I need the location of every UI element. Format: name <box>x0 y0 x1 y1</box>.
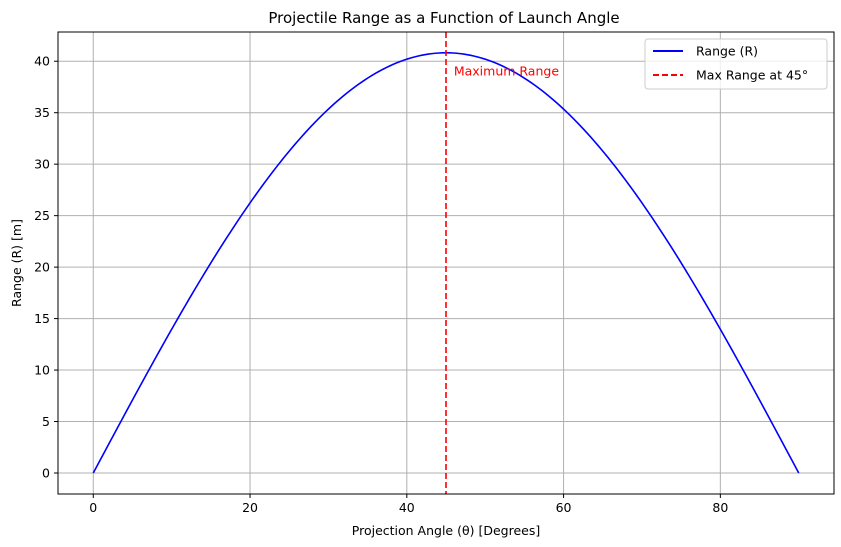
legend: Range (R) Max Range at 45° <box>644 38 828 90</box>
chart-title: Projectile Range as a Function of Launch… <box>268 9 619 27</box>
y-tick-label: 40 <box>34 54 50 69</box>
legend-label-max-range: Max Range at 45° <box>696 68 808 83</box>
x-tick-label: 60 <box>556 500 572 515</box>
legend-box <box>644 38 828 90</box>
x-tick-label: 20 <box>242 500 258 515</box>
plot-series <box>92 32 800 494</box>
y-axis-label: Range (R) [m] <box>9 219 24 307</box>
y-tick-label: 5 <box>42 414 50 429</box>
x-axis-label: Projection Angle (θ) [Degrees] <box>352 523 540 538</box>
y-tick-label: 0 <box>42 466 50 481</box>
y-tick-label: 10 <box>34 363 50 378</box>
y-tick-label: 25 <box>34 208 50 223</box>
max-range-annotation: Maximum Range <box>454 64 559 79</box>
y-tick-label: 15 <box>34 311 50 326</box>
x-tick-label: 0 <box>89 500 97 515</box>
x-tick-label: 40 <box>399 500 415 515</box>
plot-frame <box>57 31 835 495</box>
y-tick-label: 30 <box>34 157 50 172</box>
legend-label-range: Range (R) <box>696 44 758 59</box>
axis-ticks: 0 20 40 60 80 0 5 10 15 20 25 30 35 40 <box>34 54 728 515</box>
y-tick-label: 35 <box>34 105 50 120</box>
y-tick-label: 20 <box>34 260 50 275</box>
x-tick-label: 80 <box>712 500 728 515</box>
